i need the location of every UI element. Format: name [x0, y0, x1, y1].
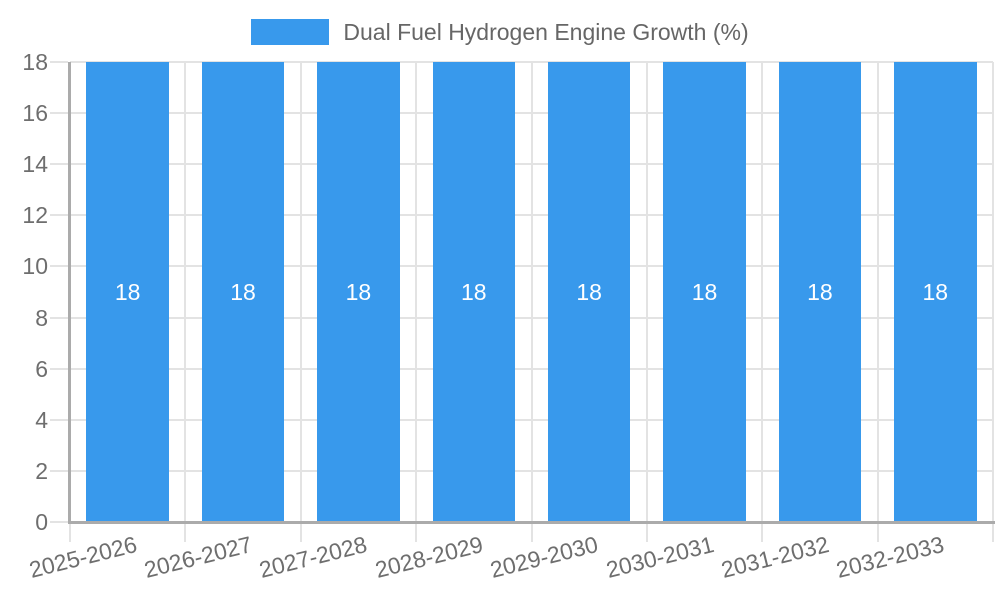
x-axis-tick [530, 522, 533, 542]
y-tick-label: 2 [35, 457, 48, 484]
y-tick-label: 6 [35, 355, 48, 382]
bar[interactable]: 18 [201, 62, 285, 522]
x-axis-tick [69, 522, 71, 542]
y-tick-label: 12 [22, 202, 48, 229]
y-tick-label: 4 [35, 406, 48, 433]
y-axis-tick [50, 521, 68, 523]
y-tick-label: 0 [35, 509, 48, 535]
bar[interactable]: 18 [317, 62, 400, 522]
y-tick-label: 14 [22, 151, 48, 178]
y-axis-tick [50, 316, 68, 319]
x-gridline [876, 62, 879, 522]
x-axis-tick [299, 522, 302, 542]
y-axis-tick [50, 163, 68, 166]
y-axis-tick [50, 418, 68, 421]
chart-legend[interactable]: Dual Fuel Hydrogen Engine Growth (%) [0, 18, 1000, 46]
legend-label: Dual Fuel Hydrogen Engine Growth (%) [343, 19, 749, 45]
bar-value-label: 18 [345, 278, 372, 305]
bar[interactable]: 18 [778, 62, 862, 522]
x-gridline [299, 62, 302, 522]
bar[interactable]: 18 [663, 62, 746, 522]
bar-value-label: 18 [922, 278, 949, 305]
x-axis-tick [184, 522, 187, 542]
x-gridline [415, 62, 418, 522]
bar-value-label: 18 [230, 278, 256, 305]
bar-value-label: 18 [461, 278, 487, 305]
x-gridline [645, 62, 648, 522]
y-axis-tick [50, 112, 68, 115]
bar[interactable]: 18 [86, 62, 169, 522]
y-tick-label: 18 [22, 49, 48, 75]
x-gridline [992, 62, 994, 522]
x-gridline [530, 62, 533, 522]
x-axis-tick [992, 522, 994, 542]
y-axis-line [68, 62, 71, 523]
x-axis-tick [415, 522, 418, 542]
bar-value-label: 18 [114, 278, 141, 305]
bar-value-label: 18 [807, 278, 833, 305]
y-axis-tick [50, 61, 68, 63]
x-gridline [184, 62, 187, 522]
y-tick-label: 8 [35, 304, 48, 331]
x-gridline [761, 62, 764, 522]
bar[interactable]: 18 [432, 62, 516, 522]
y-axis-tick [50, 214, 68, 217]
bar[interactable]: 18 [547, 62, 631, 522]
bar[interactable]: 18 [894, 62, 977, 522]
x-axis-tick [761, 522, 764, 542]
bar-value-label: 18 [576, 278, 602, 305]
bar-value-label: 18 [691, 278, 718, 305]
x-axis-tick [876, 522, 879, 542]
x-axis-line [68, 521, 995, 524]
y-axis-tick [50, 265, 68, 268]
x-axis-tick [645, 522, 648, 542]
y-tick-label: 16 [22, 100, 48, 127]
legend-swatch [251, 19, 330, 45]
y-axis-tick [50, 367, 68, 370]
y-tick-label: 10 [22, 253, 48, 280]
y-axis-tick [50, 469, 68, 472]
